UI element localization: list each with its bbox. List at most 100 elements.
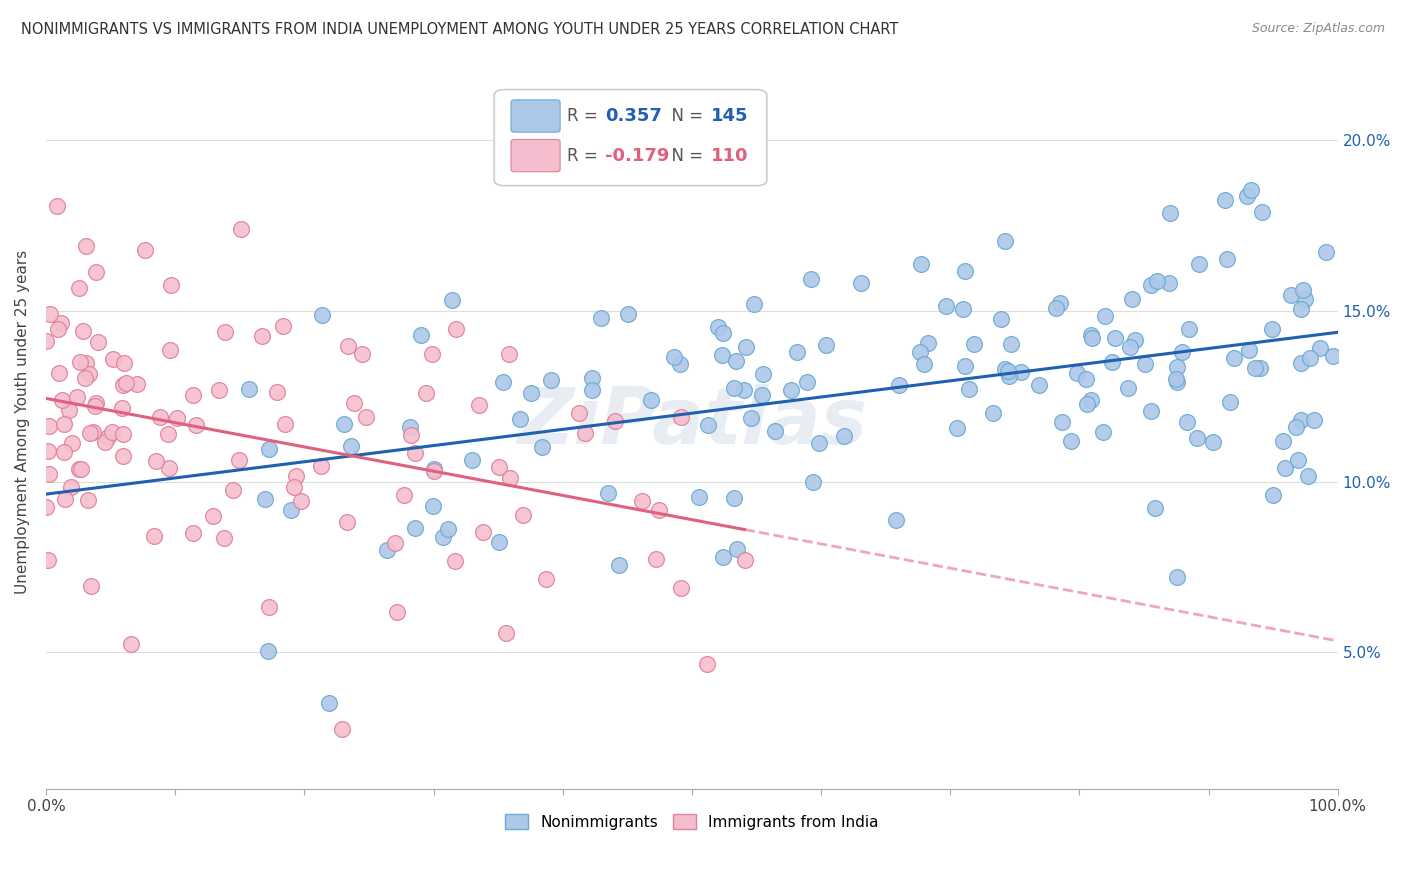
Point xyxy=(377,543,399,558)
Point xyxy=(145,454,167,468)
Point xyxy=(710,348,733,362)
Point xyxy=(1135,357,1157,371)
Point xyxy=(125,376,148,391)
Point xyxy=(444,322,467,336)
Point xyxy=(509,412,531,426)
Point xyxy=(616,307,638,321)
Point xyxy=(1236,188,1258,202)
Point xyxy=(519,386,541,401)
Point xyxy=(73,371,96,385)
Point xyxy=(84,265,107,279)
Point xyxy=(669,357,692,371)
Point xyxy=(336,516,359,530)
Point xyxy=(1080,392,1102,407)
Point xyxy=(807,435,830,450)
Point xyxy=(84,400,107,414)
Point xyxy=(259,442,281,456)
Point xyxy=(1050,415,1073,429)
Point xyxy=(404,521,426,535)
Point xyxy=(111,449,134,463)
FancyBboxPatch shape xyxy=(510,139,560,172)
Point xyxy=(1116,381,1139,395)
Point xyxy=(86,334,108,349)
Point xyxy=(398,419,420,434)
Point xyxy=(1315,244,1337,259)
Point xyxy=(603,414,626,428)
Point xyxy=(284,469,307,483)
Point xyxy=(786,345,808,359)
Point xyxy=(1239,183,1261,197)
Point xyxy=(212,531,235,545)
Point xyxy=(415,386,437,401)
Point xyxy=(742,297,765,311)
Point xyxy=(1286,453,1309,467)
Point xyxy=(1187,257,1209,271)
Point xyxy=(1166,360,1188,375)
Point xyxy=(82,425,104,440)
Point xyxy=(120,637,142,651)
Y-axis label: Unemployment Among Youth under 25 years: Unemployment Among Youth under 25 years xyxy=(15,250,30,594)
Point xyxy=(97,430,120,444)
Point xyxy=(955,359,977,373)
Point xyxy=(38,307,60,321)
Point xyxy=(181,525,204,540)
Point xyxy=(688,490,710,504)
Point xyxy=(66,390,89,404)
Point xyxy=(751,387,773,401)
Point xyxy=(336,339,359,353)
Point xyxy=(51,392,73,407)
Point xyxy=(1049,295,1071,310)
Point xyxy=(257,599,280,614)
Point xyxy=(238,382,260,396)
Point xyxy=(399,428,422,442)
Point xyxy=(93,434,115,449)
Point xyxy=(432,530,454,544)
Point xyxy=(814,338,837,352)
Point xyxy=(67,280,90,294)
Point xyxy=(343,396,366,410)
Point xyxy=(1302,413,1324,427)
Point xyxy=(647,503,669,517)
Point xyxy=(37,553,59,567)
Point xyxy=(725,353,748,368)
Point xyxy=(707,319,730,334)
Point xyxy=(488,460,510,475)
Point xyxy=(733,383,755,397)
Point xyxy=(1291,412,1313,426)
Point xyxy=(994,362,1017,376)
Point xyxy=(309,458,332,473)
Point xyxy=(751,367,773,381)
Point xyxy=(596,486,619,500)
Text: 145: 145 xyxy=(711,107,749,125)
Point xyxy=(955,264,977,278)
Point xyxy=(38,467,60,482)
Point xyxy=(1244,360,1267,375)
Text: R =: R = xyxy=(567,146,603,165)
Point xyxy=(1250,205,1272,219)
Point xyxy=(917,336,939,351)
Point xyxy=(59,480,82,494)
Point xyxy=(283,481,305,495)
Point xyxy=(734,553,756,567)
Point xyxy=(38,418,60,433)
Point xyxy=(540,373,562,387)
Point xyxy=(69,355,91,369)
Point xyxy=(112,377,135,392)
Point xyxy=(1028,378,1050,392)
Point xyxy=(492,376,515,390)
Legend: Nonimmigrants, Immigrants from India: Nonimmigrants, Immigrants from India xyxy=(499,807,884,836)
Point xyxy=(1292,283,1315,297)
Point xyxy=(1216,252,1239,266)
Point xyxy=(1123,334,1146,348)
Point xyxy=(1215,193,1237,207)
FancyBboxPatch shape xyxy=(510,100,560,132)
Point xyxy=(946,421,969,435)
Point xyxy=(166,411,188,425)
Point xyxy=(1171,344,1194,359)
Point xyxy=(1139,277,1161,292)
Point xyxy=(574,425,596,440)
Text: Source: ZipAtlas.com: Source: ZipAtlas.com xyxy=(1251,22,1385,36)
Point xyxy=(254,491,277,506)
Point xyxy=(422,499,444,513)
Text: R =: R = xyxy=(567,107,603,125)
